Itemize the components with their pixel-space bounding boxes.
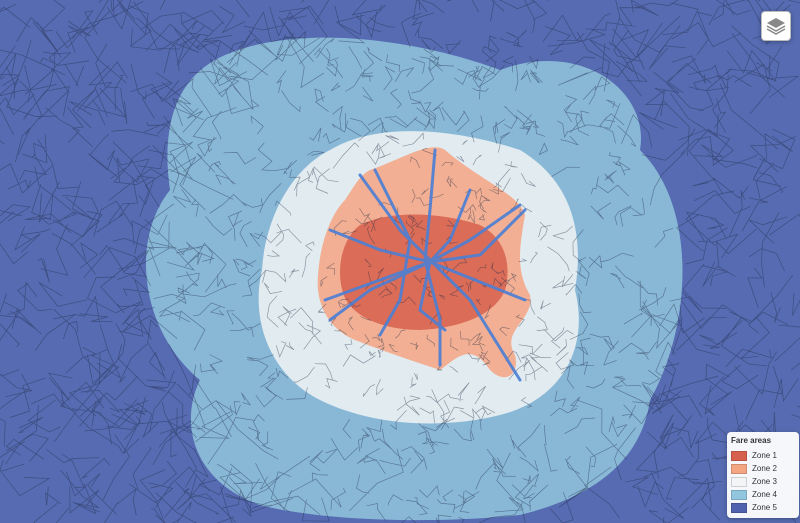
legend-item: Zone 5 [731,501,795,514]
metro-lines [323,148,527,382]
legend-item: Zone 2 [731,462,795,475]
legend-swatch [731,450,747,461]
legend-item: Zone 4 [731,488,795,501]
legend-item: Zone 3 [731,475,795,488]
legend-swatch [731,489,747,500]
legend-swatch [731,463,747,474]
legend-label: Zone 1 [752,451,777,460]
legend: Fare areas Zone 1 Zone 2 Zone 3 Zone 4 Zone … [727,432,799,518]
legend-item: Zone 1 [731,449,795,462]
layers-icon [766,18,786,35]
legend-label: Zone 4 [752,490,777,499]
legend-label: Zone 3 [752,477,777,486]
legend-label: Zone 2 [752,464,777,473]
legend-swatch [731,502,747,513]
legend-title: Fare areas [731,436,772,445]
legend-label: Zone 5 [752,503,777,512]
layer-control[interactable] [761,11,791,41]
legend-swatch [731,476,747,487]
